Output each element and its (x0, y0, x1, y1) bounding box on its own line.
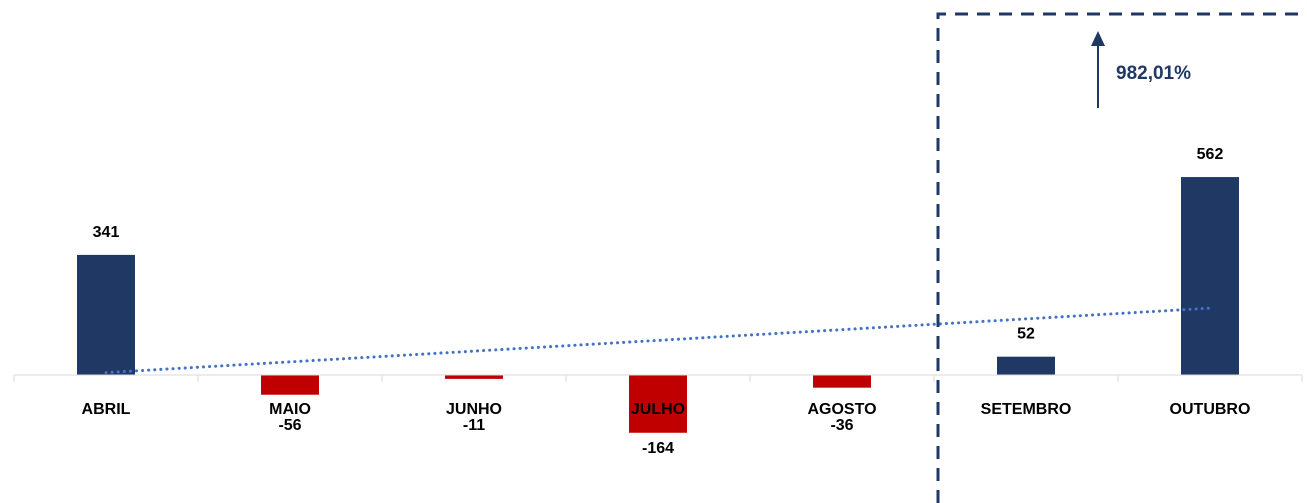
category-label-agosto: AGOSTO (807, 401, 876, 418)
value-labels: 341 -56 -11 -164 -36 52 562 (93, 146, 1224, 457)
value-label-agosto: -36 (830, 417, 853, 434)
category-label-maio: MAIO (269, 401, 311, 418)
value-label-maio: -56 (278, 417, 301, 434)
value-label-outubro: 562 (1197, 146, 1224, 163)
category-label-outubro: OUTUBRO (1170, 401, 1251, 418)
growth-annotation: 982,01% (1091, 31, 1191, 108)
category-label-junho: JUNHO (446, 401, 502, 418)
highlight-box (936, 12, 1305, 503)
bar-setembro (997, 356, 1055, 375)
trendline (104, 306, 1212, 375)
value-label-junho: -11 (463, 417, 485, 434)
bars-layer (77, 177, 1239, 433)
value-label-julho: -164 (642, 440, 674, 457)
category-labels: ABRIL MAIO JUNHO JULHO AGOSTO SETEMBRO OUTUBRO (82, 401, 1251, 418)
bar-abril (77, 254, 135, 375)
category-label-abril: ABRIL (82, 401, 131, 418)
category-label-julho: JULHO (631, 401, 685, 418)
arrow-head-icon (1091, 31, 1105, 46)
value-label-abril: 341 (93, 224, 120, 241)
bar-maio (261, 375, 319, 395)
x-axis-ticks (13, 375, 1303, 382)
value-label-setembro: 52 (1017, 326, 1035, 343)
bar-julho (629, 375, 687, 433)
bar-agosto (813, 375, 871, 388)
category-label-setembro: SETEMBRO (981, 401, 1072, 418)
growth-percentage-label: 982,01% (1116, 63, 1191, 84)
bar-junho (445, 375, 503, 379)
bar-outubro (1181, 177, 1239, 375)
